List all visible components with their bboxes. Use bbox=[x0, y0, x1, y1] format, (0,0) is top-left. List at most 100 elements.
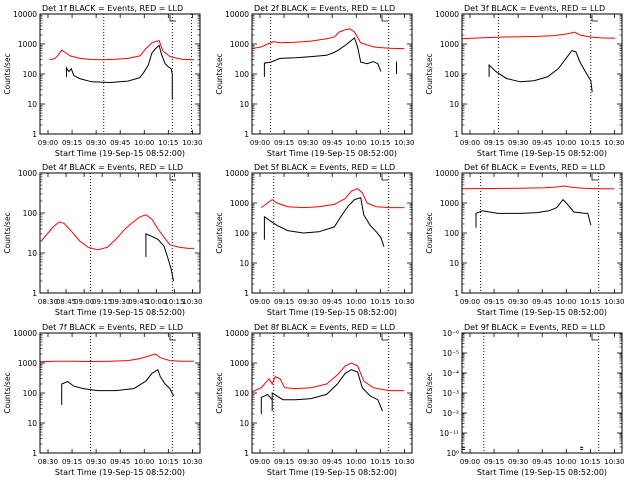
x-tick-label: 09:00 bbox=[74, 298, 94, 306]
y-tick-label: 10⁻² bbox=[442, 409, 459, 418]
chart-title: Det 4f BLACK = Events, RED = LLD bbox=[42, 163, 183, 172]
x-axis-label: Start Time (19-Sep-15 08:52:00) bbox=[55, 149, 185, 158]
x-tick-label: 10:15 bbox=[158, 458, 178, 466]
chart-panel-5: Det 5f BLACK = Events, RED = LLD Counts/s… bbox=[215, 163, 414, 317]
chart-title: Det 5f BLACK = Events, RED = LLD bbox=[254, 163, 395, 172]
lld-series-line bbox=[252, 28, 405, 50]
events-series-line bbox=[271, 369, 383, 412]
x-tick-label: 09:45 bbox=[322, 298, 342, 306]
events-series-line bbox=[260, 393, 273, 414]
x-tick-label: 09:45 bbox=[532, 139, 552, 147]
chart-panel-1: Det 1f BLACK = Events, RED = LLD Counts/s… bbox=[3, 4, 202, 158]
x-tick-label: 10:15 bbox=[164, 298, 184, 306]
x-tick-label: 09:15 bbox=[274, 139, 294, 147]
y-tick-label: 10000 bbox=[225, 329, 249, 338]
y-tick-label: 10000 bbox=[435, 169, 459, 178]
x-tick-label: 10:00 bbox=[146, 298, 166, 306]
y-tick-label: 100 bbox=[23, 209, 38, 218]
x-tick-label: 09:30 bbox=[298, 298, 318, 306]
x-tick-label: 10:00 bbox=[556, 139, 576, 147]
y-axis-label: Counts/sec bbox=[425, 53, 434, 94]
x-tick-label: 08:30 bbox=[38, 458, 58, 466]
x-tick-label: 09:15 bbox=[484, 139, 504, 147]
y-tick-label: 100 bbox=[445, 229, 460, 238]
chart-title: Det 2f BLACK = Events, RED = LLD bbox=[254, 4, 395, 13]
x-tick-label: 09:45 bbox=[128, 298, 148, 306]
x-tick-label: 10:15 bbox=[370, 458, 390, 466]
x-tick-label: 10:00 bbox=[134, 139, 154, 147]
x-tick-label: 09:00 bbox=[460, 458, 480, 466]
chart-panel-2: Det 2f BLACK = Events, RED = LLD Counts/s… bbox=[215, 4, 414, 158]
x-tick-label: 10:30 bbox=[182, 458, 202, 466]
chart-panel-3: Det 3f BLACK = Events, RED = LLD Counts/s… bbox=[425, 4, 624, 158]
x-tick-label: 09:30 bbox=[86, 139, 106, 147]
y-tick-label: 100 bbox=[235, 389, 250, 398]
lld-series-line bbox=[462, 185, 615, 190]
x-tick-label: 09:45 bbox=[532, 458, 552, 466]
y-axis-label: Counts/sec bbox=[215, 212, 224, 253]
x-tick-label: 10:15 bbox=[370, 298, 390, 306]
chart-panel-8: Det 8f BLACK = Events, RED = LLD Counts/s… bbox=[215, 323, 414, 477]
chart-title: Det 8f BLACK = Events, RED = LLD bbox=[254, 323, 395, 332]
plot-frame bbox=[461, 332, 623, 454]
x-axis-label: Start Time (19-Sep-15 08:52:00) bbox=[477, 468, 607, 477]
x-tick-label: 10:00 bbox=[346, 139, 366, 147]
x-tick-label: 10:30 bbox=[394, 458, 414, 466]
y-axis-label: Counts/sec bbox=[215, 53, 224, 94]
chart-panel-6: Det 6f BLACK = Events, RED = LLD Counts/s… bbox=[425, 163, 624, 317]
x-tick-label: 10:30 bbox=[394, 298, 414, 306]
y-tick-label: 10⁻⁶ bbox=[442, 329, 459, 338]
x-tick-label: 08:45 bbox=[56, 298, 76, 306]
y-tick-label: 1 bbox=[32, 449, 37, 458]
y-tick-label: 100 bbox=[23, 389, 38, 398]
chart-title: Det 1f BLACK = Events, RED = LLD bbox=[42, 4, 183, 13]
y-tick-label: 1 bbox=[454, 289, 459, 298]
y-tick-label: 100 bbox=[235, 229, 250, 238]
chart-panel-7: Det 7f BLACK = Events, RED = LLD Counts/s… bbox=[3, 323, 202, 477]
y-tick-label: 10⁻³ bbox=[442, 389, 459, 398]
corner-marker-icon bbox=[591, 334, 598, 341]
x-axis-label: Start Time (19-Sep-15 08:52:00) bbox=[477, 149, 607, 158]
y-tick-label: 10 bbox=[27, 100, 37, 109]
lld-series-line bbox=[40, 353, 194, 363]
y-tick-label: 1000 bbox=[18, 169, 37, 178]
x-tick-label: 09:30 bbox=[110, 298, 130, 306]
x-tick-label: 09:15 bbox=[62, 139, 82, 147]
x-tick-label: 09:00 bbox=[460, 139, 480, 147]
y-tick-label: 10000 bbox=[225, 10, 249, 19]
x-tick-label: 10:30 bbox=[182, 139, 202, 147]
y-tick-label: 10 bbox=[239, 259, 249, 268]
y-tick-label: 1000 bbox=[230, 40, 249, 49]
x-tick-label: 09:15 bbox=[274, 298, 294, 306]
corner-marker-icon bbox=[591, 174, 598, 181]
corner-marker-icon bbox=[169, 174, 176, 181]
y-tick-label: 10000 bbox=[13, 329, 37, 338]
corner-marker-icon bbox=[169, 15, 176, 22]
lld-series-line bbox=[49, 39, 195, 61]
y-axis-label: Counts/sec bbox=[425, 372, 434, 413]
plot-frame bbox=[39, 172, 201, 294]
chart-panel-4: Det 4f BLACK = Events, RED = LLD Counts/s… bbox=[3, 163, 202, 317]
x-tick-label: 10:30 bbox=[604, 298, 624, 306]
x-tick-label: 09:15 bbox=[92, 298, 112, 306]
corner-marker-icon bbox=[381, 174, 388, 181]
x-tick-label: 10:15 bbox=[580, 458, 600, 466]
x-tick-label: 10:00 bbox=[346, 298, 366, 306]
events-series-line bbox=[145, 233, 174, 282]
y-tick-label: 1000 bbox=[18, 40, 37, 49]
x-tick-label: 09:45 bbox=[322, 458, 342, 466]
plot-frame bbox=[39, 332, 201, 454]
y-tick-label: 10 bbox=[239, 100, 249, 109]
y-tick-label: 100 bbox=[23, 70, 38, 79]
y-tick-label: 1 bbox=[244, 289, 249, 298]
x-tick-label: 09:30 bbox=[298, 458, 318, 466]
y-tick-label: 1000 bbox=[440, 40, 459, 49]
plot-frame bbox=[461, 172, 623, 294]
x-tick-label: 10:30 bbox=[182, 298, 202, 306]
x-tick-label: 10:15 bbox=[580, 139, 600, 147]
x-tick-label: 09:00 bbox=[250, 298, 270, 306]
x-tick-label: 10:00 bbox=[556, 458, 576, 466]
y-tick-label: 10 bbox=[449, 100, 459, 109]
x-tick-label: 10:30 bbox=[604, 458, 624, 466]
y-tick-label: 10⁻⁵ bbox=[442, 349, 459, 358]
